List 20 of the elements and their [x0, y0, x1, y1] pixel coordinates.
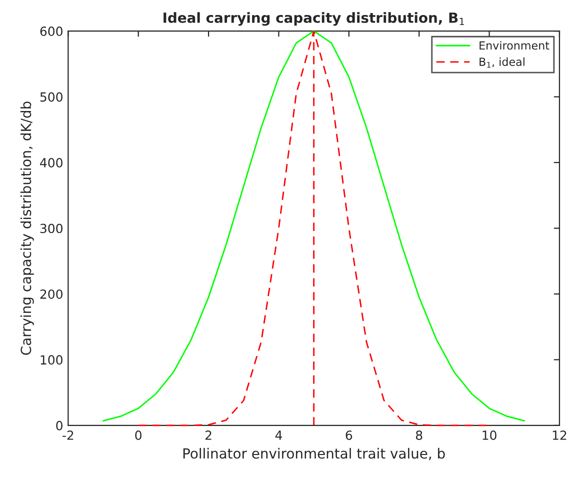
x-tick-label: 12: [552, 430, 566, 440]
y-tick-label: 300: [40, 224, 62, 234]
y-tick-label: 0: [56, 420, 62, 430]
y-tick-label: 200: [40, 289, 62, 299]
y-tick-label: 600: [40, 26, 62, 36]
x-tick-label: -2: [62, 430, 74, 440]
x-tick-label: 4: [275, 430, 282, 440]
y-tick-label: 500: [40, 92, 62, 102]
x-tick-label: 10: [482, 430, 496, 440]
x-tick-label: 6: [346, 430, 352, 440]
x-tick-label: 2: [205, 430, 212, 440]
y-tick-label: 400: [40, 158, 62, 168]
legend-label: Environment: [480, 41, 550, 50]
y-tick-label: 100: [40, 355, 62, 365]
x-axis-title: Pollinator environmental trait value, b: [183, 448, 445, 460]
legend-label: B$_{1}$, ideal: [480, 57, 524, 68]
x-tick-label: 8: [416, 430, 422, 440]
x-tick-label: 0: [135, 430, 142, 440]
y-axis-title: Carrying capacity distribution, dK/db: [20, 102, 34, 355]
chart-title: Ideal carrying capacity distribution, B$_{1}$: [164, 12, 464, 26]
